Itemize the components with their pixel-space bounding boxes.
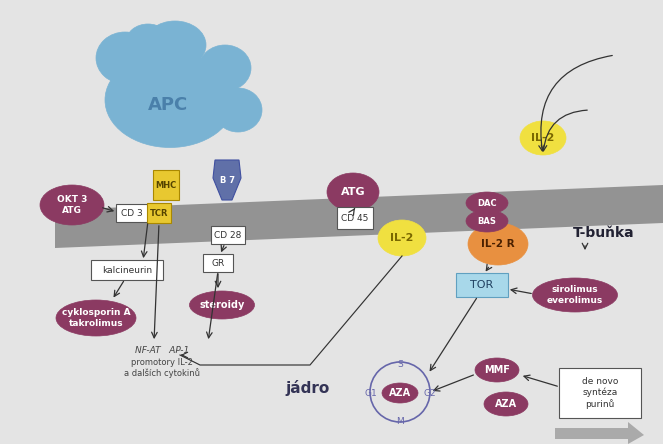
Text: CD 3: CD 3 (121, 209, 143, 218)
Text: T-buňka: T-buňka (573, 226, 634, 240)
Ellipse shape (475, 358, 519, 382)
Ellipse shape (382, 383, 418, 403)
FancyBboxPatch shape (203, 254, 233, 272)
Text: steroidy: steroidy (200, 300, 245, 310)
Ellipse shape (144, 21, 206, 69)
Polygon shape (55, 185, 663, 248)
Text: promotory IL-2: promotory IL-2 (131, 357, 193, 366)
Text: NF-AT   AP-1: NF-AT AP-1 (135, 345, 189, 354)
Text: a dalších cytokinů: a dalších cytokinů (124, 368, 200, 378)
Text: MMF: MMF (484, 365, 510, 375)
Text: TCR: TCR (150, 209, 168, 218)
FancyBboxPatch shape (147, 203, 171, 223)
Text: M: M (396, 416, 404, 425)
Polygon shape (555, 422, 644, 444)
Text: IL-2: IL-2 (531, 133, 555, 143)
Polygon shape (213, 160, 241, 200)
Ellipse shape (126, 24, 170, 60)
Text: G1: G1 (365, 388, 377, 397)
Ellipse shape (199, 45, 251, 91)
Ellipse shape (190, 291, 255, 319)
Text: ATG: ATG (341, 187, 365, 197)
Text: S: S (397, 360, 403, 369)
Ellipse shape (532, 278, 617, 312)
Text: APC: APC (148, 96, 188, 114)
FancyBboxPatch shape (559, 368, 641, 418)
Text: CD 28: CD 28 (214, 230, 242, 239)
Text: AZA: AZA (389, 388, 411, 398)
Text: B 7: B 7 (219, 175, 235, 185)
Text: IL-2 R: IL-2 R (481, 239, 514, 249)
Text: cyklosporin A
takrolimus: cyklosporin A takrolimus (62, 308, 131, 328)
Ellipse shape (56, 300, 136, 336)
Text: BAS: BAS (477, 217, 497, 226)
Text: DAC: DAC (477, 198, 497, 207)
Ellipse shape (96, 32, 154, 84)
Ellipse shape (327, 173, 379, 211)
Ellipse shape (484, 392, 528, 416)
Text: TOR: TOR (470, 280, 494, 290)
Text: AZA: AZA (495, 399, 517, 409)
Text: IL-2: IL-2 (391, 233, 414, 243)
Text: de novo
syntéza
purinů: de novo syntéza purinů (582, 377, 618, 409)
FancyBboxPatch shape (91, 260, 163, 280)
Ellipse shape (466, 192, 508, 214)
FancyBboxPatch shape (153, 170, 179, 200)
Ellipse shape (520, 121, 566, 155)
Text: kalcineurin: kalcineurin (102, 266, 152, 274)
Text: GR: GR (211, 258, 225, 267)
FancyBboxPatch shape (337, 207, 373, 229)
Ellipse shape (466, 210, 508, 232)
Ellipse shape (40, 185, 104, 225)
FancyBboxPatch shape (456, 273, 508, 297)
Ellipse shape (105, 52, 235, 147)
Text: jádro: jádro (286, 380, 330, 396)
Ellipse shape (214, 88, 262, 132)
Text: MHC: MHC (155, 181, 176, 190)
FancyBboxPatch shape (211, 226, 245, 244)
Text: CD 45: CD 45 (341, 214, 369, 222)
Ellipse shape (468, 223, 528, 265)
FancyBboxPatch shape (116, 204, 148, 222)
Text: OKT 3
ATG: OKT 3 ATG (57, 195, 88, 215)
Text: G2: G2 (424, 388, 436, 397)
Text: sirolimus
everolimus: sirolimus everolimus (547, 285, 603, 305)
Ellipse shape (378, 220, 426, 256)
